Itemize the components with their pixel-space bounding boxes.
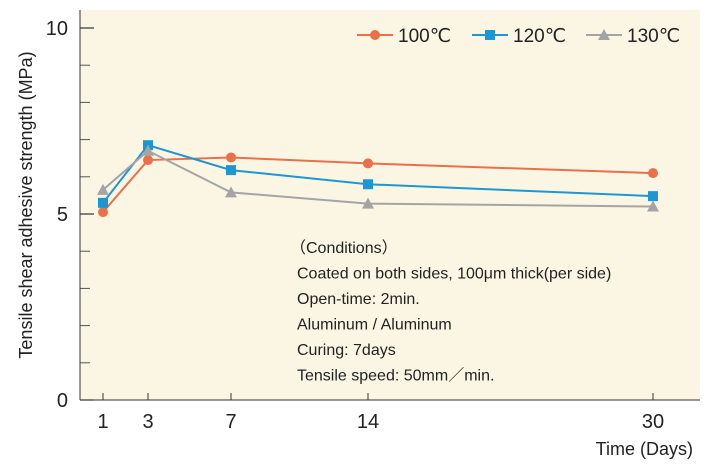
legend: 100℃ 120℃ 130℃ xyxy=(357,26,680,47)
x-axis-label: Time (Days) xyxy=(596,439,693,459)
data-point-square xyxy=(226,165,236,176)
data-point-square xyxy=(485,30,495,40)
data-point-circle xyxy=(98,207,108,218)
condition-line: Aluminum / Aluminum xyxy=(297,317,452,334)
y-axis-label: Tensile shear adhesive strength (MPa) xyxy=(16,51,36,358)
y-tick-label: 0 xyxy=(57,390,68,412)
data-point-square xyxy=(363,179,373,190)
condition-line: Open-time: 2min. xyxy=(297,291,420,308)
data-point-square xyxy=(98,197,108,208)
data-point-triangle xyxy=(142,144,154,156)
condition-line: （Conditions） xyxy=(290,239,398,257)
x-ticks: 1 3 7 14 30 xyxy=(97,393,664,433)
data-point-triangle xyxy=(225,186,237,198)
y-tick-label: 10 xyxy=(46,18,68,40)
condition-line: Curing: 7days xyxy=(297,342,396,359)
data-point-circle xyxy=(363,158,373,169)
data-point-triangle xyxy=(598,29,610,40)
x-tick-label: 7 xyxy=(225,411,236,433)
x-tick-label: 3 xyxy=(142,411,153,433)
series-layer xyxy=(97,140,659,218)
data-point-square xyxy=(648,191,658,202)
legend-label: 120℃ xyxy=(513,26,566,47)
data-point-circle xyxy=(226,152,236,163)
legend-label: 100℃ xyxy=(398,26,451,47)
x-tick-label: 1 xyxy=(97,411,108,433)
y-ticks: 0 5 10 xyxy=(46,18,94,412)
y-tick-label: 5 xyxy=(57,204,68,226)
series-group xyxy=(97,144,659,212)
conditions-annotation: （Conditions） Coated on both sides, 100μm … xyxy=(290,239,611,385)
data-point-triangle xyxy=(647,200,659,212)
condition-line: Tensile speed: 50mm／min. xyxy=(297,368,494,385)
data-point-circle xyxy=(370,30,380,40)
data-point-triangle xyxy=(362,197,374,209)
data-point-triangle xyxy=(97,183,109,195)
data-point-circle xyxy=(143,155,153,166)
x-tick-label: 30 xyxy=(642,411,664,433)
x-tick-label: 14 xyxy=(357,411,379,433)
series-group xyxy=(98,152,658,218)
condition-line: Coated on both sides, 100μm thick(per si… xyxy=(297,266,611,283)
legend-label: 130℃ xyxy=(627,26,680,47)
data-point-circle xyxy=(648,168,658,179)
